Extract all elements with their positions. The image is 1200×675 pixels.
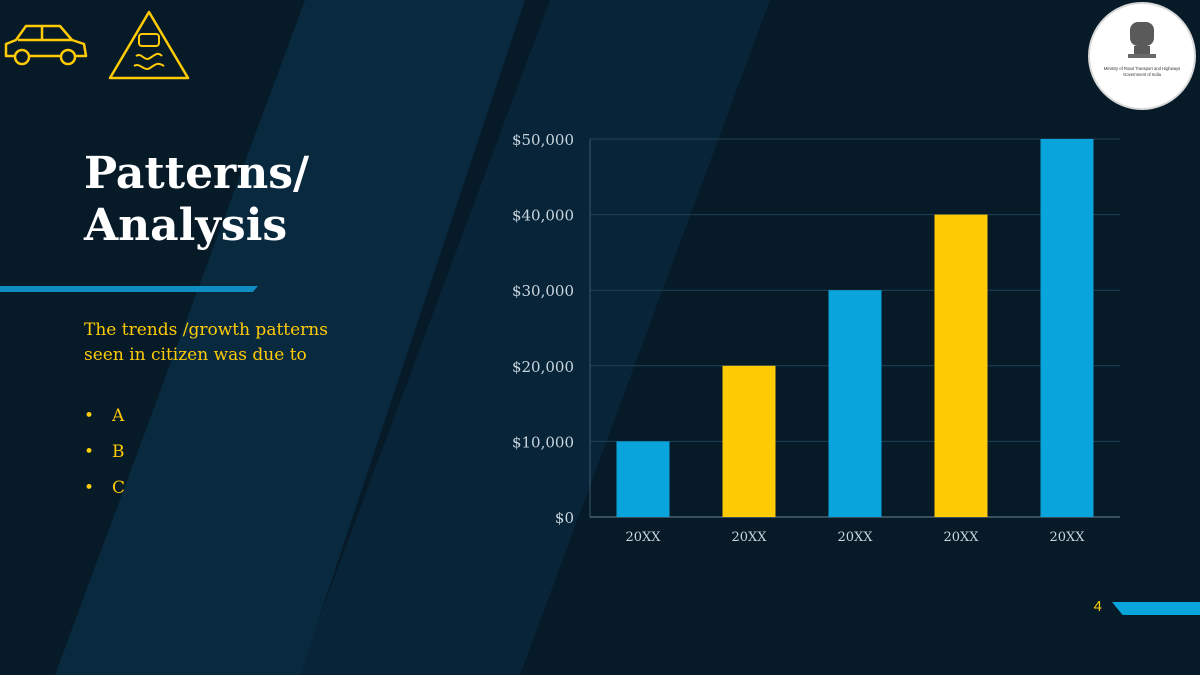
x-tick-label: 20XX xyxy=(625,530,661,545)
bullet-list: A B C xyxy=(84,404,125,512)
x-tick-label: 20XX xyxy=(731,530,767,545)
y-tick-label: $20,000 xyxy=(512,358,574,376)
svg-text:Government of India: Government of India xyxy=(1123,72,1162,77)
x-tick-label: 20XX xyxy=(943,530,979,545)
svg-text:Ministry of Road Transport and: Ministry of Road Transport and Highways xyxy=(1104,66,1181,71)
page-accent-bar xyxy=(1112,602,1200,615)
bar xyxy=(934,214,988,517)
bar-chart: $0 $10,000 $20,000 $30,000 $40,000 $50,000 20X… xyxy=(512,131,1120,545)
bullet-item: C xyxy=(84,476,125,512)
y-tick-label: $0 xyxy=(555,509,574,527)
y-tick-label: $10,000 xyxy=(512,433,574,451)
bullet-item: B xyxy=(84,440,125,476)
x-tick-label: 20XX xyxy=(837,530,873,545)
background-stripe-right xyxy=(298,0,770,675)
y-tick-label: $30,000 xyxy=(512,282,574,300)
bullet-item: A xyxy=(84,404,125,440)
bar xyxy=(1040,139,1094,517)
bar xyxy=(828,290,882,517)
background-stripe-left xyxy=(55,0,525,675)
car-icon xyxy=(4,24,88,66)
ministry-logo: Ministry of Road Transport and Highways … xyxy=(1090,4,1194,108)
bar xyxy=(722,365,776,517)
national-emblem-icon: Ministry of Road Transport and Highways … xyxy=(1104,22,1181,77)
y-tick-label: $40,000 xyxy=(512,207,574,225)
bar xyxy=(616,441,670,517)
slippery-road-warning-icon xyxy=(108,10,190,80)
x-tick-label: 20XX xyxy=(1049,530,1085,545)
title-accent-bar xyxy=(0,286,258,292)
slide-title: Patterns/ Analysis xyxy=(84,148,310,251)
page-number: 4 xyxy=(1093,598,1102,615)
slide-body-text: The trends /growth patterns seen in citi… xyxy=(84,320,328,365)
y-tick-label: $50,000 xyxy=(512,131,574,149)
